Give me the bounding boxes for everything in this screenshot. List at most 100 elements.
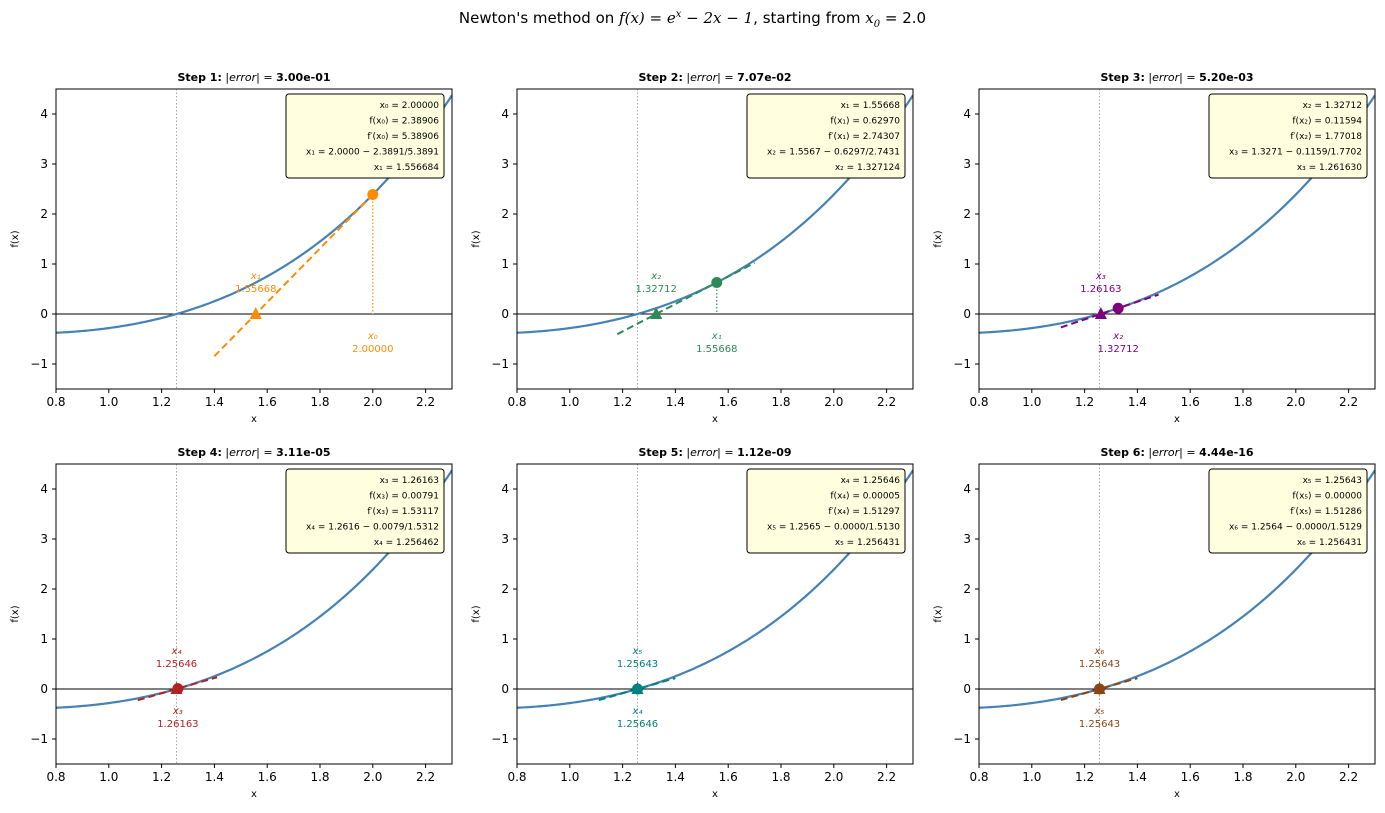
current-x-name: x₄ bbox=[632, 706, 643, 717]
x-tick-label: 1.4 bbox=[205, 395, 224, 409]
y-axis-label: f(x) bbox=[471, 230, 482, 247]
title-error-label: | bbox=[1145, 71, 1152, 84]
info-box bbox=[285, 468, 445, 554]
y-tick-label: 0 bbox=[501, 682, 509, 696]
title-error-label: | bbox=[1145, 446, 1152, 459]
x-tick-label: 1.6 bbox=[719, 770, 738, 784]
title-error-bar: | = bbox=[717, 446, 737, 459]
info-box-line: f(x₂) = 0.11594 bbox=[1292, 117, 1362, 127]
x-tick-label: 1.2 bbox=[152, 395, 171, 409]
tangent-line bbox=[213, 193, 374, 357]
next-x-name: x₅ bbox=[632, 646, 643, 657]
next-x-label: x₁ 1.55668 bbox=[235, 271, 276, 295]
x-tick-label: 1.0 bbox=[1022, 395, 1041, 409]
subplot-title: Step 2: |error| = 7.07e-02 bbox=[638, 71, 791, 84]
x-tick-label: 1.8 bbox=[310, 770, 329, 784]
next-x-value: 1.25643 bbox=[1079, 659, 1120, 670]
subplot-title: Step 4: |error| = 3.11e-05 bbox=[177, 446, 330, 459]
x-tick-label: 1.4 bbox=[666, 770, 685, 784]
current-x-value: 1.25646 bbox=[617, 719, 658, 730]
x-tick-label: 1.4 bbox=[1128, 395, 1147, 409]
next-x-value: 1.55668 bbox=[235, 284, 276, 295]
y-tick-label: 4 bbox=[40, 107, 48, 121]
x-tick-label: 0.8 bbox=[507, 770, 526, 784]
current-x-name: x₁ bbox=[711, 331, 722, 342]
y-tick-label: 1 bbox=[963, 632, 971, 646]
x-tick-label: 1.6 bbox=[258, 770, 277, 784]
title-error-word: error bbox=[229, 71, 258, 84]
x-tick-label: 1.2 bbox=[613, 770, 632, 784]
info-box-line: x₂ = 1.5567 − 0.6297/2.7431 bbox=[767, 148, 900, 158]
x-tick-label: 2.2 bbox=[1339, 395, 1358, 409]
next-x-label: x₂ 1.32712 bbox=[635, 271, 676, 295]
info-box-line: x₄ = 1.2616 − 0.0079/1.5312 bbox=[306, 523, 439, 533]
plot-area bbox=[517, 89, 913, 389]
title-error-value: 3.11e-05 bbox=[276, 446, 330, 459]
title-step: Step 4: bbox=[177, 446, 221, 459]
x-tick-label: 1.2 bbox=[613, 395, 632, 409]
current-x-value: 1.55668 bbox=[696, 344, 737, 355]
y-tick-label: 3 bbox=[40, 532, 48, 546]
x-tick-label: 1.4 bbox=[666, 395, 685, 409]
x-tick-label: 2.0 bbox=[363, 770, 382, 784]
x-tick-label: 1.0 bbox=[99, 770, 118, 784]
x-tick-label: 1.6 bbox=[719, 395, 738, 409]
title-step: Step 1: bbox=[177, 71, 221, 84]
info-box-line: f′(x₂) = 1.77018 bbox=[1290, 132, 1362, 142]
axes-frame bbox=[55, 88, 453, 390]
info-box bbox=[746, 93, 906, 179]
x-tick-label: 1.8 bbox=[1233, 395, 1252, 409]
plot-area bbox=[979, 89, 1375, 389]
x-axis-label: x bbox=[1174, 414, 1180, 425]
y-tick-label: −1 bbox=[491, 357, 509, 371]
x-tick-label: 2.2 bbox=[416, 770, 435, 784]
info-box-line: x₆ = 1.256431 bbox=[1297, 538, 1362, 548]
tangent-line bbox=[137, 676, 218, 702]
x-tick-label: 2.0 bbox=[824, 770, 843, 784]
tangent-line bbox=[616, 261, 756, 336]
y-tick-label: −1 bbox=[953, 357, 971, 371]
title-step: Step 3: bbox=[1100, 71, 1144, 84]
info-box-line: f(x₃) = 0.00791 bbox=[369, 492, 439, 502]
next-x-label: x₃ 1.26163 bbox=[1080, 271, 1121, 295]
x-tick-label: 1.8 bbox=[771, 395, 790, 409]
next-point bbox=[650, 307, 663, 319]
x-tick-label: 1.4 bbox=[1128, 770, 1147, 784]
info-box-line: x₃ = 1.261630 bbox=[1297, 163, 1362, 173]
current-x-label: x₂ 1.32712 bbox=[1097, 331, 1138, 355]
title-error-bar: | = bbox=[1179, 446, 1199, 459]
y-tick-label: 1 bbox=[40, 257, 48, 271]
info-box-line: x₂ = 1.327124 bbox=[835, 163, 900, 173]
y-tick-label: 2 bbox=[40, 207, 48, 221]
title-error-bar: | = bbox=[256, 71, 276, 84]
function-curve bbox=[56, 94, 452, 334]
function-curve bbox=[56, 469, 452, 709]
title-error-label: | bbox=[683, 71, 690, 84]
x-tick-label: 0.8 bbox=[507, 395, 526, 409]
info-box-line: f′(x₁) = 2.74307 bbox=[828, 132, 900, 142]
figure-title: Newton's method on f(x) = ex − 2x − 1, s… bbox=[458, 9, 927, 30]
next-point bbox=[249, 307, 262, 319]
x-tick-label: 1.2 bbox=[1075, 770, 1094, 784]
subplot-title: Step 5: |error| = 1.12e-09 bbox=[638, 446, 791, 459]
info-box-line: x₅ = 1.25643 bbox=[1303, 476, 1362, 486]
info-box-line: f(x₅) = 0.00000 bbox=[1292, 492, 1362, 502]
y-tick-label: 1 bbox=[40, 632, 48, 646]
x-tick-label: 0.8 bbox=[46, 770, 65, 784]
subplot-step-6: x₆ 1.25643 x₅ 1.25643 0.8 1.0 1.2 1.4 1.6 1.8 2.0 2… bbox=[933, 446, 1376, 800]
plot-area bbox=[56, 464, 452, 764]
x-tick-label: 0.8 bbox=[969, 395, 988, 409]
title-error-value: 5.20e-03 bbox=[1199, 71, 1253, 84]
y-tick-label: 2 bbox=[963, 207, 971, 221]
y-tick-label: 0 bbox=[501, 307, 509, 321]
title-error-bar: | = bbox=[1179, 71, 1199, 84]
subplot-title: Step 1: |error| = 3.00e-01 bbox=[177, 71, 330, 84]
next-point bbox=[631, 682, 644, 694]
info-box-line: f′(x₄) = 1.51297 bbox=[828, 507, 900, 517]
next-x-label: x₅ 1.25643 bbox=[617, 646, 658, 670]
x-axis-label: x bbox=[251, 414, 257, 425]
y-tick-label: 0 bbox=[40, 682, 48, 696]
title-error-label: | bbox=[222, 71, 229, 84]
y-tick-label: −1 bbox=[30, 357, 48, 371]
plot-area bbox=[517, 464, 913, 764]
